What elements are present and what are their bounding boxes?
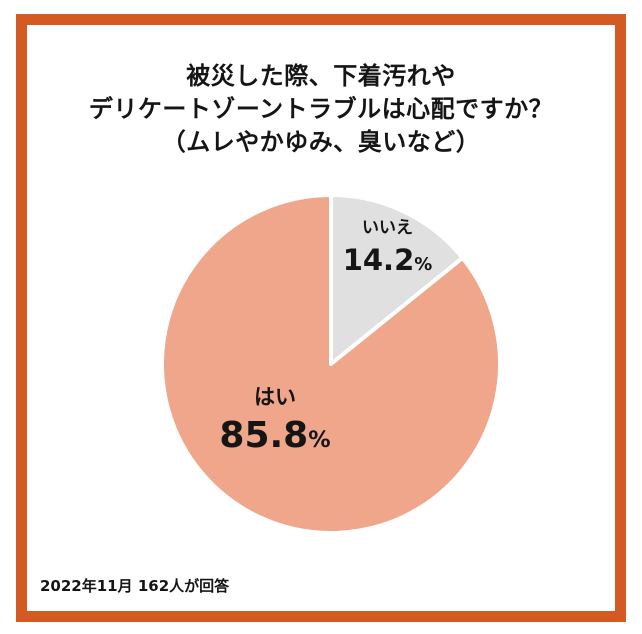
chart-title: 被災した際、下着汚れや デリケートゾーントラブルは心配ですか？ （ムレやかゆみ、…	[0, 60, 642, 159]
title-line-3: （ムレやかゆみ、臭いなど）	[161, 128, 481, 156]
pie-slices	[160, 193, 502, 535]
slice-no-number: 14.2	[342, 243, 415, 277]
title-line-2: デリケートゾーントラブルは心配ですか？	[88, 95, 554, 123]
slice-label-yes: はい 85.8%	[200, 383, 350, 463]
slice-label-no: いいえ 14.2%	[330, 216, 445, 284]
footer-note: 2022年11月 162人が回答	[40, 577, 230, 595]
slice-label-no-name: いいえ	[362, 218, 413, 238]
slice-label-yes-value: 85.8%	[200, 413, 350, 463]
title-line-1: 被災した際、下着汚れや	[186, 62, 456, 90]
slice-label-no-value: 14.2%	[330, 241, 445, 284]
pie-slice-no	[329, 193, 465, 366]
slice-no-unit: %	[414, 254, 433, 275]
slice-label-yes-name: はい	[254, 385, 296, 409]
slice-yes-unit: %	[308, 427, 331, 453]
slice-yes-number: 85.8	[219, 415, 309, 456]
pie-slice-yes	[160, 193, 502, 535]
